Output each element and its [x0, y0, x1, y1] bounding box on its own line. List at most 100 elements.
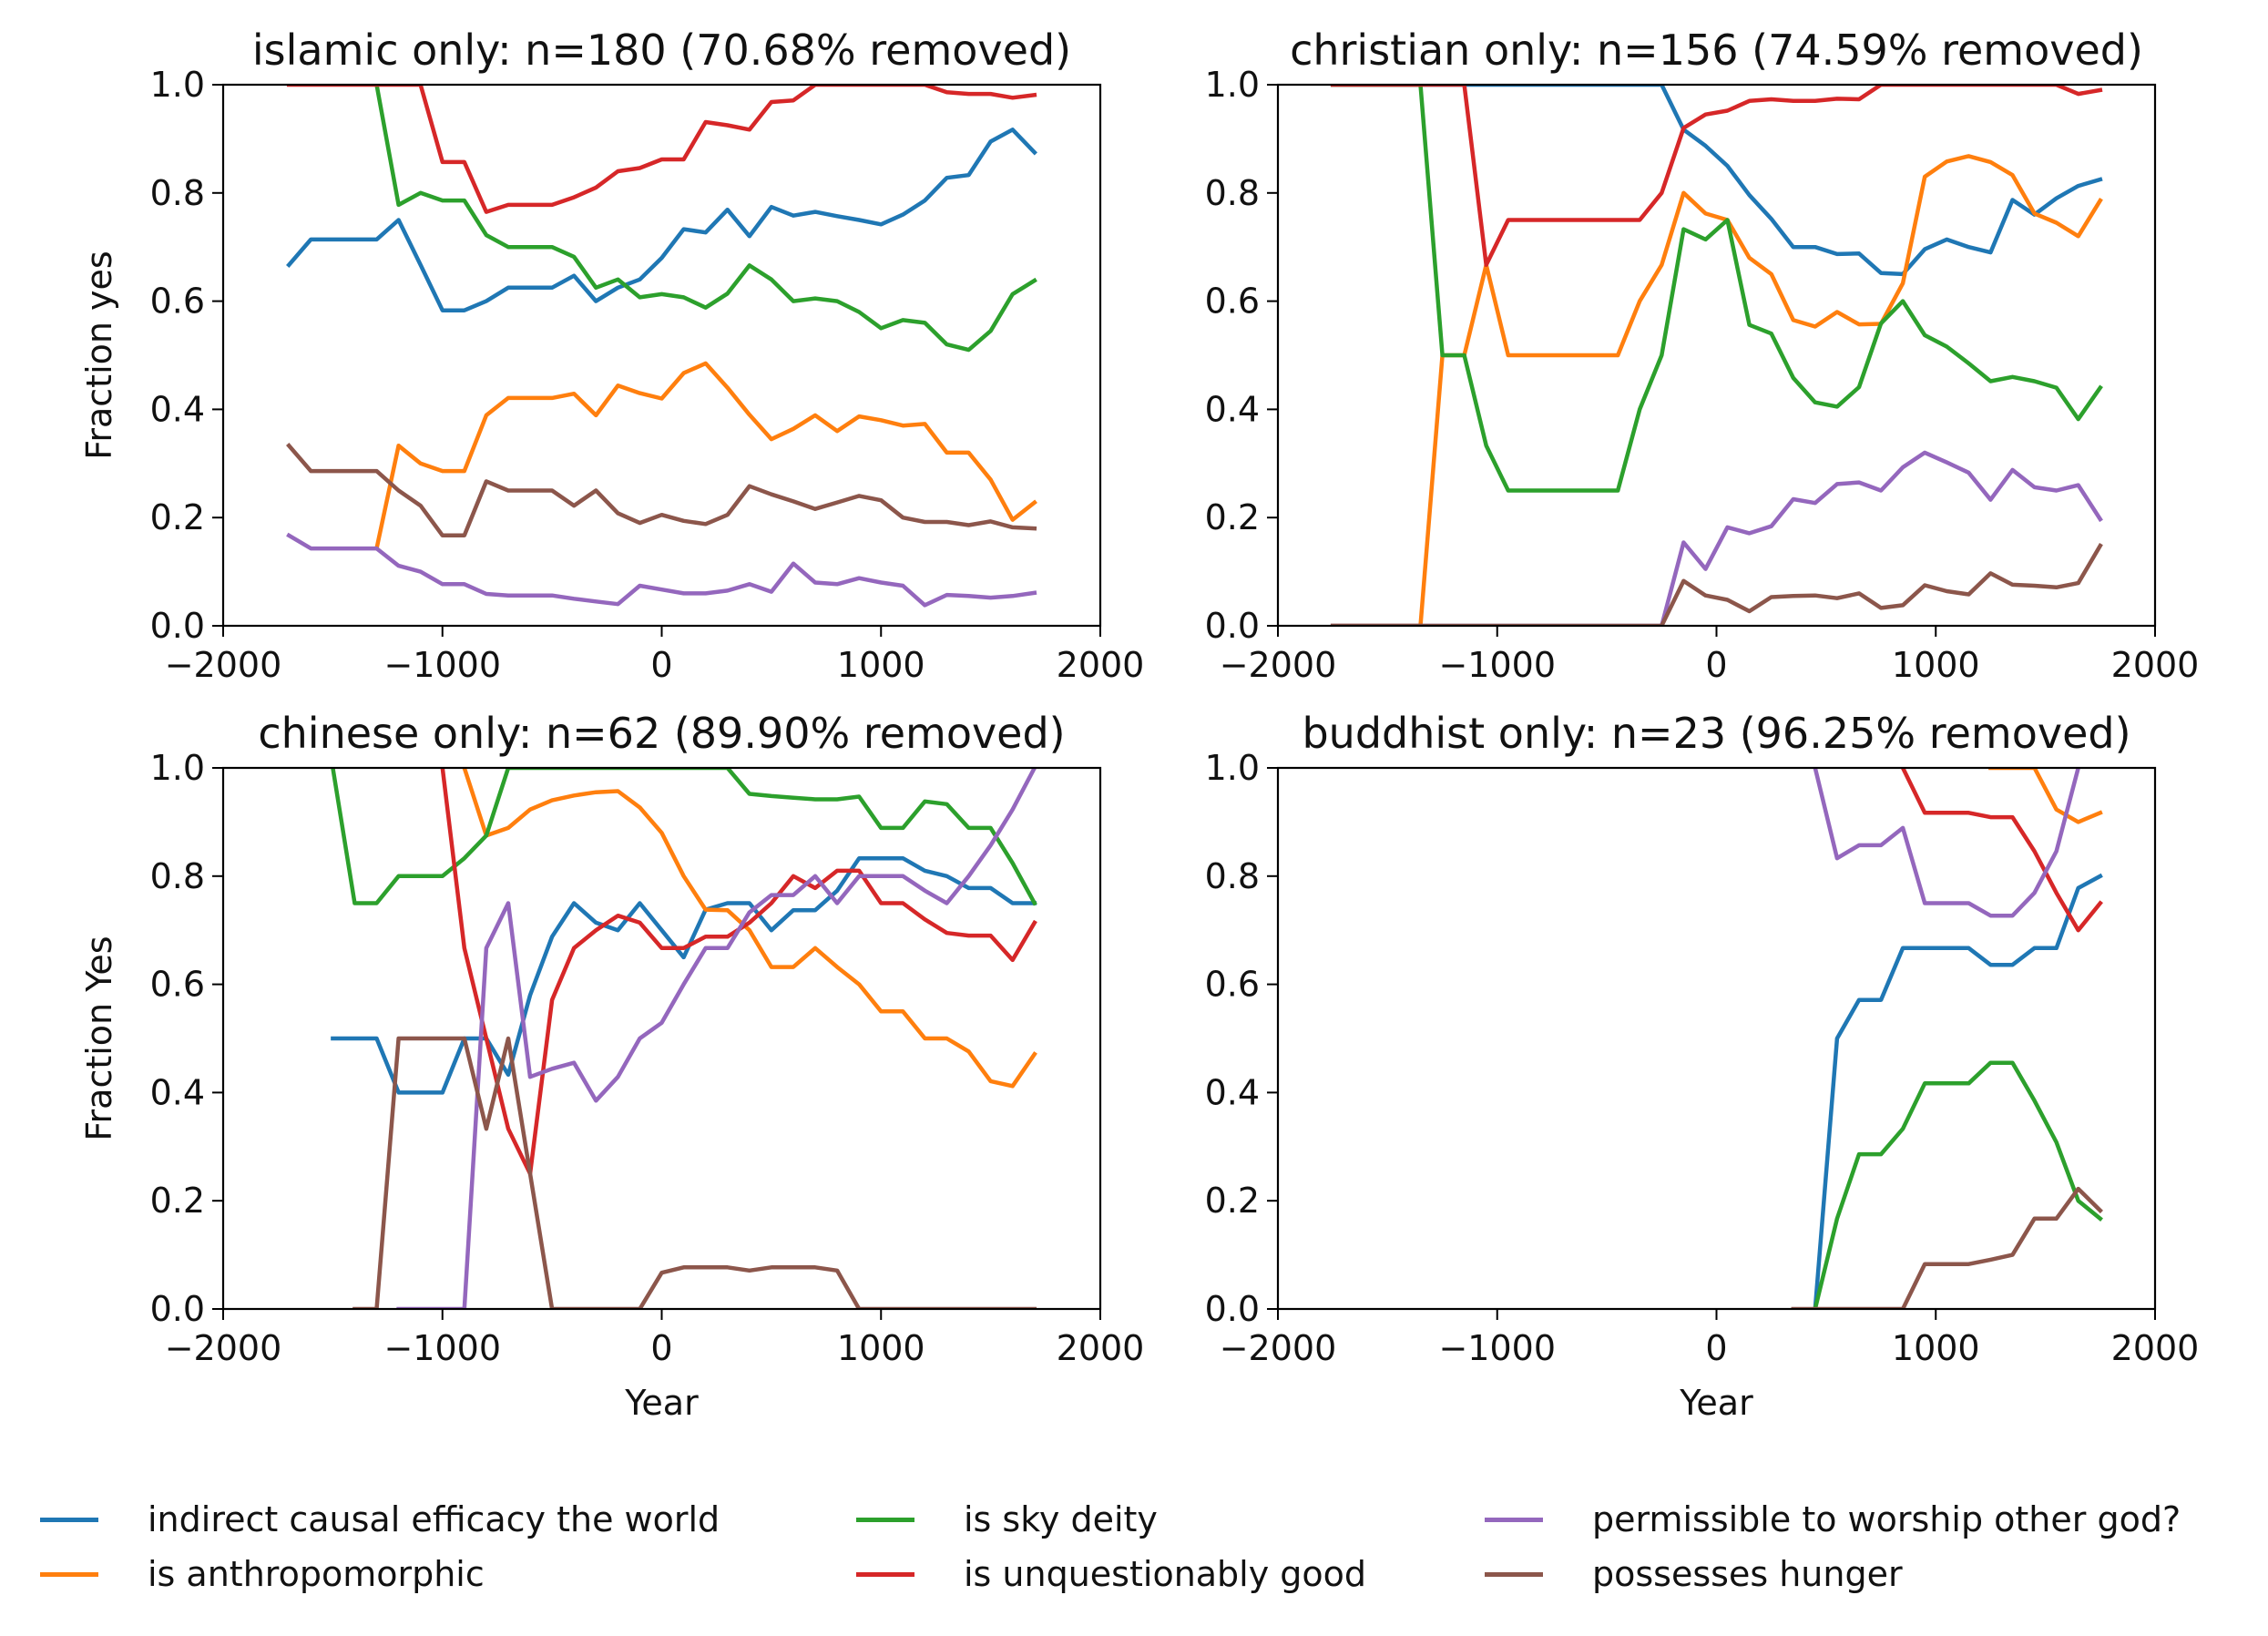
legend-item-sky-deity: is sky deity	[856, 1494, 1158, 1545]
legend-swatch	[1485, 1517, 1543, 1522]
x-tick-label: −1000	[383, 1328, 501, 1368]
legend: indirect causal efficacy the world is an…	[0, 1494, 2268, 1612]
x-tick-label: 2000	[1057, 1328, 1145, 1368]
legend-label: indirect causal efficacy the world	[148, 1499, 720, 1539]
x-tick-label: 0	[1705, 645, 1727, 685]
series-line-3	[1330, 85, 2103, 493]
subplot-1: −2000 −1000 0 1000 2000 0.0 0.2 0.4 0.6 0.8 1.0 isl…	[79, 26, 1144, 685]
legend-swatch	[1485, 1571, 1543, 1577]
legend-label: is anthropomorphic	[148, 1554, 485, 1594]
legend-swatch	[856, 1517, 914, 1522]
legend-item-anthropomorphic: is anthropomorphic	[40, 1549, 485, 1600]
x-tick-label: 0	[650, 645, 672, 685]
series-line-5	[1330, 450, 2103, 626]
y-tick-label: 0.6	[1205, 281, 1260, 322]
legend-item-indirect-causal: indirect causal efficacy the world	[40, 1494, 720, 1545]
series-line-2	[1330, 154, 2103, 626]
y-axis-label: Fraction Yes	[79, 936, 119, 1140]
subplot-3: −2000 −1000 0 1000 2000 0.0 0.2 0.4 0.6 0.8 1.0 chi…	[79, 709, 1144, 1423]
series-line-4	[440, 768, 1037, 1176]
series-line-6	[286, 443, 1037, 538]
x-tick-label: 2000	[2111, 1328, 2200, 1368]
x-tick-label: −1000	[383, 645, 501, 685]
series-line-5	[1813, 768, 2081, 918]
x-tick-label: 1000	[1892, 1328, 1980, 1368]
y-axis-label: Fraction yes	[79, 251, 119, 459]
series-line-4	[1900, 768, 2103, 933]
x-tick-label: 0	[650, 1328, 672, 1368]
y-tick-label: 0.2	[1205, 497, 1260, 537]
y-tick-label: 0.6	[150, 281, 205, 322]
series-line-5	[286, 532, 1037, 608]
y-tick-label: 0.2	[150, 1181, 205, 1221]
subplot-title: buddhist only: n=23 (96.25% removed)	[1302, 709, 2130, 758]
series-line-2	[1988, 768, 2103, 824]
series-line-3	[1813, 1060, 2103, 1309]
x-axis-label: Year	[624, 1383, 699, 1423]
subplot-2: −2000 −1000 0 1000 2000 0.0 0.2 0.4 0.6 0.8 1.0 chr…	[1205, 26, 2200, 685]
series-group	[1791, 768, 2103, 1309]
legend-label: is unquestionably good	[964, 1554, 1367, 1594]
y-tick-label: 0.8	[1205, 856, 1260, 896]
y-tick-label: 0.2	[1205, 1181, 1260, 1221]
y-tick-label: 0.0	[150, 606, 205, 646]
series-line-6	[1330, 543, 2103, 626]
series-line-6	[1791, 1186, 2103, 1309]
series-line-2	[462, 768, 1037, 1089]
y-tick-label: 0.4	[150, 1072, 205, 1112]
series-group	[331, 768, 1037, 1309]
series-line-5	[396, 768, 1037, 1309]
y-tick-label: 0.4	[1205, 1072, 1260, 1112]
y-tick-label: 1.0	[1205, 65, 1260, 105]
axes-frame	[221, 83, 1102, 628]
series-group	[1330, 85, 2103, 626]
legend-label: permissible to worship other god?	[1592, 1499, 2181, 1539]
y-tick-label: 0.8	[1205, 173, 1260, 213]
x-tick-label: −1000	[1438, 645, 1556, 685]
y-tick-label: 0.0	[150, 1289, 205, 1329]
series-line-1	[286, 128, 1037, 312]
series-line-3	[331, 768, 1037, 906]
x-axis-label: Year	[1679, 1383, 1753, 1423]
y-tick-label: 0.6	[150, 965, 205, 1005]
y-tick-label: 1.0	[150, 65, 205, 105]
legend-swatch	[40, 1571, 98, 1577]
legend-label: is sky deity	[964, 1499, 1158, 1539]
y-tick-label: 1.0	[1205, 748, 1260, 788]
subplot-title: christian only: n=156 (74.59% removed)	[1290, 26, 2143, 75]
subplot-title: chinese only: n=62 (89.90% removed)	[258, 709, 1065, 758]
series-line-3	[374, 85, 1037, 353]
legend-item-hunger: possesses hunger	[1485, 1549, 1903, 1600]
series-line-1	[1813, 873, 2103, 1309]
y-tick-label: 0.4	[1205, 389, 1260, 429]
y-tick-label: 1.0	[150, 748, 205, 788]
axes-frame	[1276, 766, 2157, 1311]
x-tick-label: −2000	[1220, 1328, 1337, 1368]
legend-swatch	[856, 1571, 914, 1577]
x-tick-label: 0	[1705, 1328, 1727, 1368]
y-tick-label: 0.2	[150, 497, 205, 537]
y-tick-label: 0.8	[150, 856, 205, 896]
x-tick-label: 2000	[1057, 645, 1145, 685]
y-tick-label: 0.6	[1205, 965, 1260, 1005]
x-tick-label: −1000	[1438, 1328, 1556, 1368]
legend-label: possesses hunger	[1592, 1554, 1903, 1594]
x-tick-label: 1000	[1892, 645, 1980, 685]
series-line-2	[373, 361, 1037, 551]
subplot-title: islamic only: n=180 (70.68% removed)	[252, 26, 1071, 75]
y-tick-label: 0.0	[1205, 606, 1260, 646]
series-line-1	[1330, 85, 2103, 277]
series-line-6	[352, 1036, 1037, 1309]
x-tick-label: 1000	[837, 1328, 925, 1368]
x-tick-label: 2000	[2111, 645, 2200, 685]
series-line-1	[331, 855, 1037, 1095]
x-tick-label: 1000	[837, 645, 925, 685]
series-line-4	[1330, 85, 2103, 268]
legend-item-worship-other-god: permissible to worship other god?	[1485, 1494, 2181, 1545]
x-tick-label: −2000	[165, 645, 282, 685]
x-tick-label: −2000	[165, 1328, 282, 1368]
y-tick-label: 0.4	[150, 389, 205, 429]
legend-item-unquestionably-good: is unquestionably good	[856, 1549, 1366, 1600]
series-line-4	[286, 85, 1037, 214]
